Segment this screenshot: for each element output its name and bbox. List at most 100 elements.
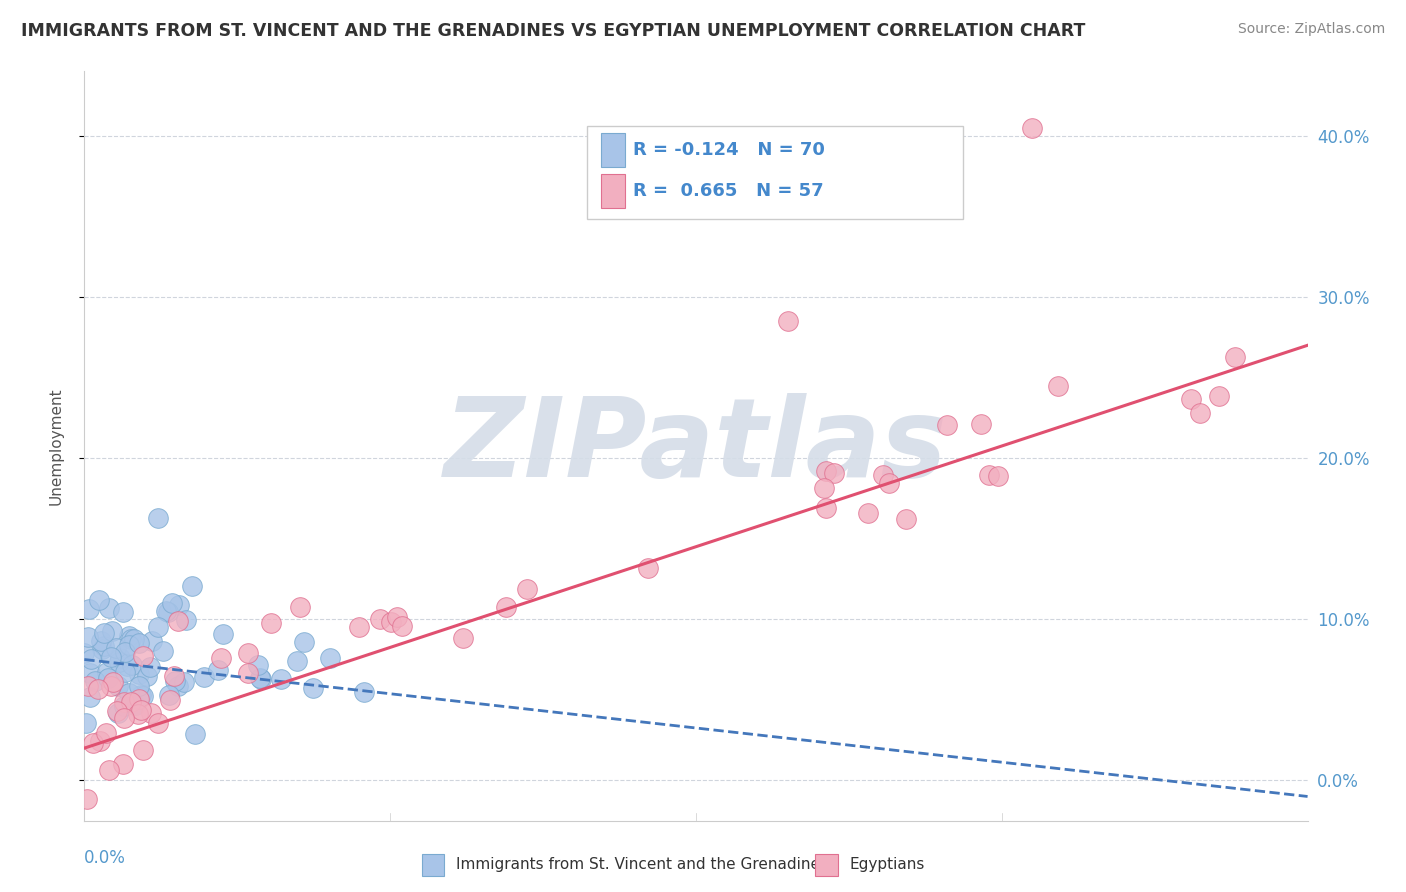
Point [146,716,169,731]
Point [77,679,100,693]
Point [89,733,111,747]
Point [94,725,117,739]
Point [285,654,308,668]
Point [987,469,1010,483]
Text: Egyptians: Egyptians [849,857,925,871]
Text: ZIPatlas: ZIPatlas [444,392,948,500]
Point [128,679,150,693]
Point [156,605,179,619]
Point [1021,120,1043,135]
Point [97,763,120,777]
Point [247,658,270,673]
Point [936,418,959,433]
Point [319,651,342,665]
Point [236,646,259,660]
Point [107,679,129,693]
Point [112,605,135,619]
Point [249,672,271,686]
Point [1189,406,1212,420]
Point [96,665,118,679]
Point [124,698,146,712]
Point [211,627,233,641]
Point [105,641,128,656]
Point [159,693,181,707]
Point [108,651,131,665]
Point [124,698,146,713]
Point [101,674,124,689]
Point [75,715,97,730]
Point [391,619,413,633]
Point [120,632,142,646]
Text: IMMIGRANTS FROM ST. VINCENT AND THE GRENADINES VS EGYPTIAN UNEMPLOYMENT CORRELAT: IMMIGRANTS FROM ST. VINCENT AND THE GREN… [21,22,1085,40]
Point [180,579,202,593]
Point [813,482,835,496]
Point [776,314,799,328]
Point [152,644,174,658]
Point [872,467,894,482]
Point [112,695,135,709]
Point [118,638,141,652]
Point [294,635,316,649]
Point [495,599,517,614]
Point [260,615,283,630]
Point [128,636,150,650]
Point [112,711,135,725]
Point [894,512,917,526]
Point [814,464,837,478]
Point [115,658,138,673]
Point [858,506,880,520]
Point [135,669,157,683]
Point [80,652,103,666]
Point [131,743,153,757]
Point [970,417,993,431]
Y-axis label: Unemployment: Unemployment [49,387,63,505]
Point [107,706,129,720]
Point [100,649,122,664]
Point [1046,379,1069,393]
Point [98,600,121,615]
Point [1223,351,1246,365]
Point [165,673,187,688]
Point [91,641,114,656]
Point [977,467,1000,482]
Point [387,610,409,624]
Point [97,671,120,685]
Point [249,671,271,685]
Point [112,698,135,713]
Point [73,646,96,660]
Point [141,633,163,648]
Point [132,648,155,663]
Point [877,475,900,490]
Point [93,639,115,653]
Point [167,614,190,628]
Point [105,704,128,718]
Point [160,596,183,610]
Point [79,690,101,704]
Point [209,651,232,665]
Point [132,689,155,703]
Point [193,670,215,684]
Point [637,561,659,575]
Text: R = -0.124   N = 70: R = -0.124 N = 70 [633,141,825,159]
Point [166,679,188,693]
Point [173,675,195,690]
Point [139,659,162,673]
Point [380,615,402,630]
Point [174,613,197,627]
Point [129,688,152,702]
Point [76,791,98,805]
Point [127,706,149,721]
Point [207,663,229,677]
Point [155,604,177,618]
Point [122,632,145,646]
Point [114,644,136,658]
Point [184,727,207,741]
Point [87,592,110,607]
Point [128,666,150,681]
Point [815,500,838,515]
Point [270,673,292,687]
Point [82,736,104,750]
Point [112,756,135,771]
Text: 0.0%: 0.0% [84,849,127,867]
Point [79,602,101,616]
